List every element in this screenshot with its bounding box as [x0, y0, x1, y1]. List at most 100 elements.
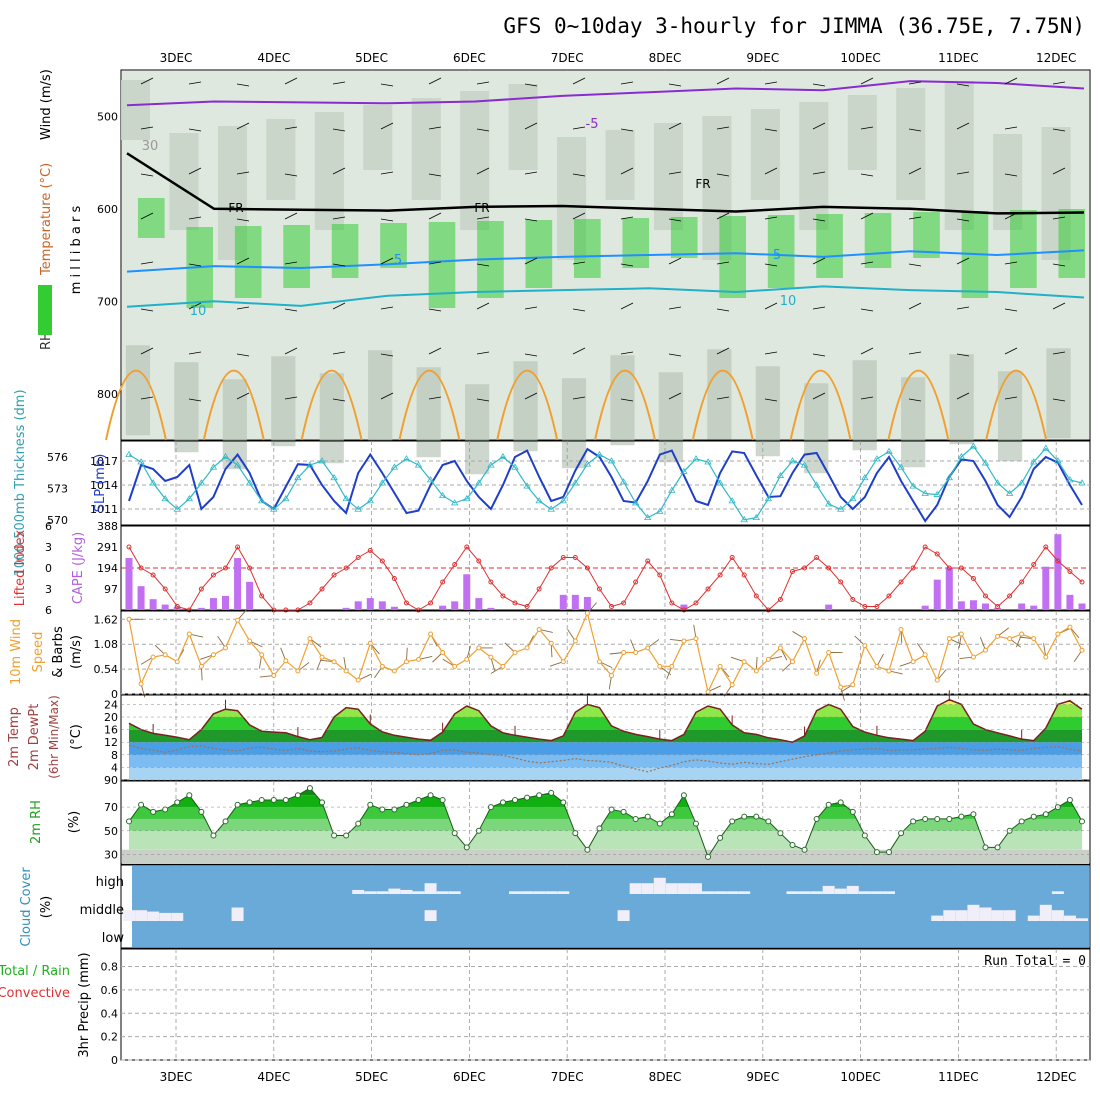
temp-band: [129, 754, 1082, 768]
thickness-marker: [957, 452, 966, 460]
cloud-cell-high: [521, 891, 534, 894]
thickness-marker: [366, 497, 374, 504]
wind-barb: [380, 306, 394, 310]
wind-speed-marker: [596, 659, 602, 665]
rh-band: [129, 830, 1082, 850]
rh-green-region: [428, 222, 456, 308]
lifted-index-marker: [934, 551, 940, 557]
wind-barb: [236, 257, 250, 265]
rh-marker: [885, 849, 892, 856]
rh-green-region: [719, 216, 747, 298]
wind-barb: [908, 398, 922, 402]
thickness-marker: [788, 457, 797, 464]
cloud-cell-middle: [159, 912, 172, 921]
wind-barb: [716, 261, 730, 265]
slp-line: [128, 447, 1083, 523]
thickness-marker: [644, 513, 652, 521]
lifted-index-marker: [584, 565, 590, 571]
wind-tick-label: 1.62: [94, 613, 119, 626]
cloud-cell-high: [400, 889, 413, 894]
wind-barb: [620, 81, 634, 85]
wind-speed-marker: [621, 650, 627, 655]
lifted-index-marker: [379, 558, 385, 564]
thickness-marker: [933, 490, 941, 497]
wind-barb: [1004, 308, 1018, 312]
temp-unit-label: (°C): [69, 724, 84, 750]
wind-axis-label: & Barbs: [51, 626, 66, 678]
wind-barb: [1004, 212, 1018, 220]
convective-legend-label: Convective: [0, 986, 70, 1001]
lifted-index-marker: [922, 544, 928, 550]
wind-barb: [716, 126, 730, 130]
wind-speed-marker: [223, 645, 229, 651]
thickness-marker: [523, 482, 531, 489]
wind-speed-marker: [174, 659, 180, 665]
y-tick-label: 700: [97, 295, 118, 308]
wind-panel: 0 0.54 1.08 1.62 10m Wind Speed & Barbs (m/s): [9, 602, 1091, 701]
cloud-cell-high: [509, 891, 522, 894]
lifted-index-marker: [717, 572, 723, 578]
temp-tick-label: 20: [104, 711, 118, 724]
lifted-index-marker: [693, 600, 699, 606]
rh-marker: [391, 806, 398, 813]
wind-speed-marker: [705, 689, 711, 695]
wind-barb: [380, 392, 394, 400]
cape-bar: [342, 607, 350, 610]
thickness-marker: [414, 461, 423, 468]
rh-marker: [849, 808, 856, 815]
cape-bar: [439, 605, 447, 610]
wind-barb: [1004, 347, 1018, 355]
cloud-cell-high: [665, 883, 678, 894]
rh-marker: [319, 799, 326, 806]
lifted-index-marker: [452, 562, 458, 567]
rh-gray-region: [271, 356, 296, 447]
cape-bar: [366, 598, 374, 610]
top-date-label: 4DEC: [257, 51, 290, 65]
lifted-index-marker: [355, 555, 361, 560]
lifted-index-marker: [802, 565, 808, 571]
thickness-marker: [487, 461, 495, 468]
wind-speed-marker: [777, 645, 783, 651]
rh-marker: [367, 801, 374, 808]
rh-marker: [898, 830, 905, 837]
rh-band: [129, 788, 1082, 796]
thickness-marker: [426, 476, 435, 483]
wind-barb: [284, 347, 298, 355]
wind-barb: [236, 171, 250, 175]
rh-green-region: [622, 218, 650, 268]
thickness-marker: [221, 452, 230, 460]
rh-marker: [656, 820, 663, 827]
rh-marker: [355, 820, 362, 827]
wind-barb: [620, 302, 634, 310]
cloud-cell-high: [448, 891, 461, 894]
cape-bar: [125, 558, 133, 610]
lifted-index-marker: [946, 565, 952, 571]
dewpoint-axis-label: 2m DewPt: [27, 704, 42, 771]
cloud-cell-high: [364, 891, 377, 894]
cloud-tick-label: high: [96, 875, 124, 890]
lifted-index-marker: [548, 565, 554, 571]
wind-barb: [860, 396, 874, 400]
rh-marker: [1018, 818, 1025, 825]
cloud-tick-label: middle: [80, 903, 124, 918]
wind-barb: [476, 263, 490, 267]
thickness-marker: [197, 479, 206, 486]
wind-speed-marker: [982, 647, 988, 653]
lifted-index-marker: [862, 604, 868, 609]
rh-tick-label: 30: [104, 849, 118, 862]
rh-marker: [1030, 813, 1037, 820]
wind-speed-marker: [235, 617, 241, 623]
wind-speed-marker: [162, 652, 168, 658]
thickness-marker: [873, 455, 881, 462]
thickness-marker: [1005, 489, 1014, 496]
precip-tick-label: 0.2: [101, 1031, 119, 1044]
lifted-index-marker: [645, 558, 651, 564]
lifted-index-marker: [1043, 544, 1049, 550]
wind-speed-marker: [416, 656, 422, 662]
cloud-cell-high: [846, 885, 859, 894]
thickness-marker: [1054, 457, 1062, 464]
cloud-cell-middle: [231, 907, 244, 921]
thickness-marker: [547, 505, 555, 512]
thickness-tick-label: 570: [47, 514, 68, 527]
lifted-index-marker: [210, 572, 216, 578]
